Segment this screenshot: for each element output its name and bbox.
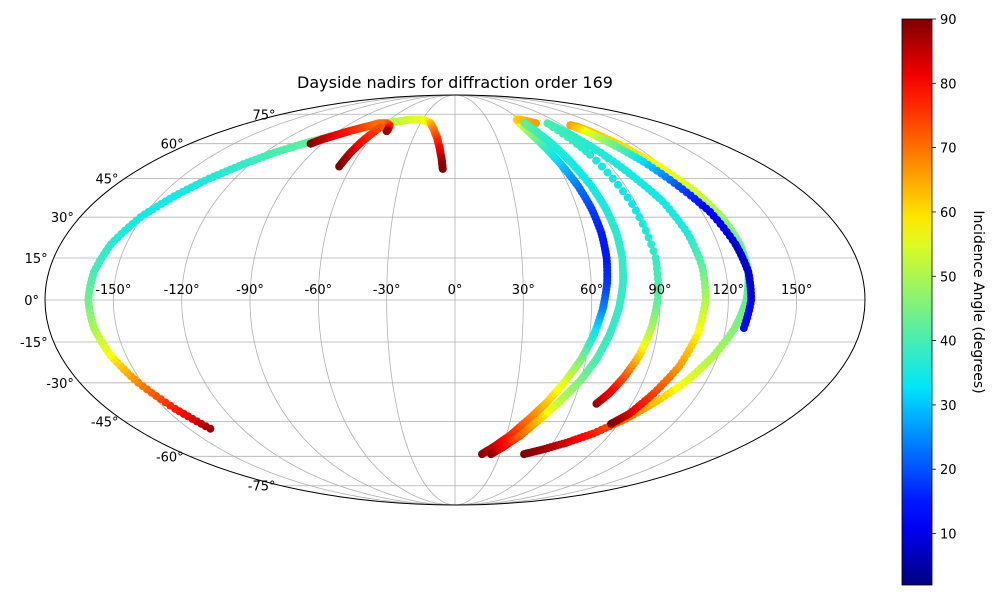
- data-point: [635, 213, 644, 222]
- latitude-tick-label: 45°: [96, 173, 119, 188]
- colorbar-tick-label: 20: [940, 463, 957, 478]
- latitude-tick-label: 60°: [161, 138, 184, 153]
- longitude-tick-label: 120°: [713, 283, 744, 298]
- data-point: [623, 193, 632, 202]
- tick-labels: -150° -120° -90° -60° -30° 0° 30° 60° 90° 120° 150…: [20, 108, 812, 494]
- data-point: [649, 247, 658, 256]
- data-point: [520, 119, 529, 128]
- latitude-tick-label: -75°: [248, 480, 276, 495]
- data-point: [614, 180, 622, 189]
- longitude-tick-label: 150°: [781, 283, 812, 298]
- longitude-tick-label: 30°: [512, 283, 535, 298]
- data-point: [438, 164, 447, 173]
- chart-title: Dayside nadirs for diffraction order 169: [297, 73, 613, 92]
- data-point: [603, 168, 612, 177]
- latitude-tick-label: 0°: [24, 294, 39, 309]
- data-point: [631, 206, 640, 215]
- map-boundary: [44, 94, 866, 506]
- colorbar-tick-label: 60: [940, 206, 957, 221]
- longitude-tick-label: -90°: [236, 283, 264, 298]
- data-point: [607, 419, 616, 428]
- data-point: [638, 219, 647, 228]
- latitude-tick-label: -30°: [46, 377, 74, 392]
- data-point: [335, 162, 344, 171]
- latitude-tick-label: -15°: [20, 336, 48, 351]
- colorbar-tick-label: 40: [940, 335, 957, 350]
- data-points: [84, 115, 756, 459]
- data-point: [739, 324, 748, 333]
- graticule: [45, 95, 865, 505]
- latitude-tick-label: -60°: [156, 450, 184, 465]
- colorbar-tick-label: 10: [940, 528, 957, 543]
- longitude-tick-label: -120°: [164, 283, 200, 298]
- data-point: [382, 127, 391, 136]
- colorbar-tick-label: 50: [940, 270, 957, 285]
- data-point: [597, 162, 606, 171]
- longitude-tick-label: -60°: [304, 283, 332, 298]
- colorbar-bar: [901, 18, 933, 586]
- data-point: [628, 200, 637, 209]
- data-point: [592, 156, 601, 165]
- data-point: [641, 226, 650, 235]
- longitude-tick-label: -150°: [95, 283, 131, 298]
- data-point: [644, 233, 653, 242]
- longitude-tick-label: 0°: [448, 283, 463, 298]
- colorbar-tick-label: 70: [940, 142, 957, 157]
- longitude-tick-label: 90°: [648, 283, 671, 298]
- longitude-tick-label: -30°: [373, 283, 401, 298]
- colorbar-tick-label: 80: [940, 77, 957, 92]
- colorbar-ticks: 10 20 30 40 50 60 70 80 90: [932, 13, 957, 543]
- latitude-tick-label: 15°: [25, 252, 48, 267]
- data-point: [651, 254, 660, 263]
- data-point: [647, 240, 656, 249]
- latitude-tick-label: -45°: [91, 415, 119, 430]
- colorbar-tick-label: 90: [940, 13, 957, 28]
- data-point: [608, 174, 617, 183]
- latitude-tick-label: 30°: [51, 211, 74, 226]
- colorbar-label: Incidence Angle (degrees): [970, 210, 986, 393]
- longitude-tick-label: 60°: [580, 283, 603, 298]
- colorbar-tick-label: 30: [940, 399, 957, 414]
- latitude-tick-label: 75°: [252, 108, 275, 123]
- colorbar: 10 20 30 40 50 60 70 80 90 Incidence Angle (degr…: [901, 13, 986, 586]
- data-point: [618, 187, 627, 196]
